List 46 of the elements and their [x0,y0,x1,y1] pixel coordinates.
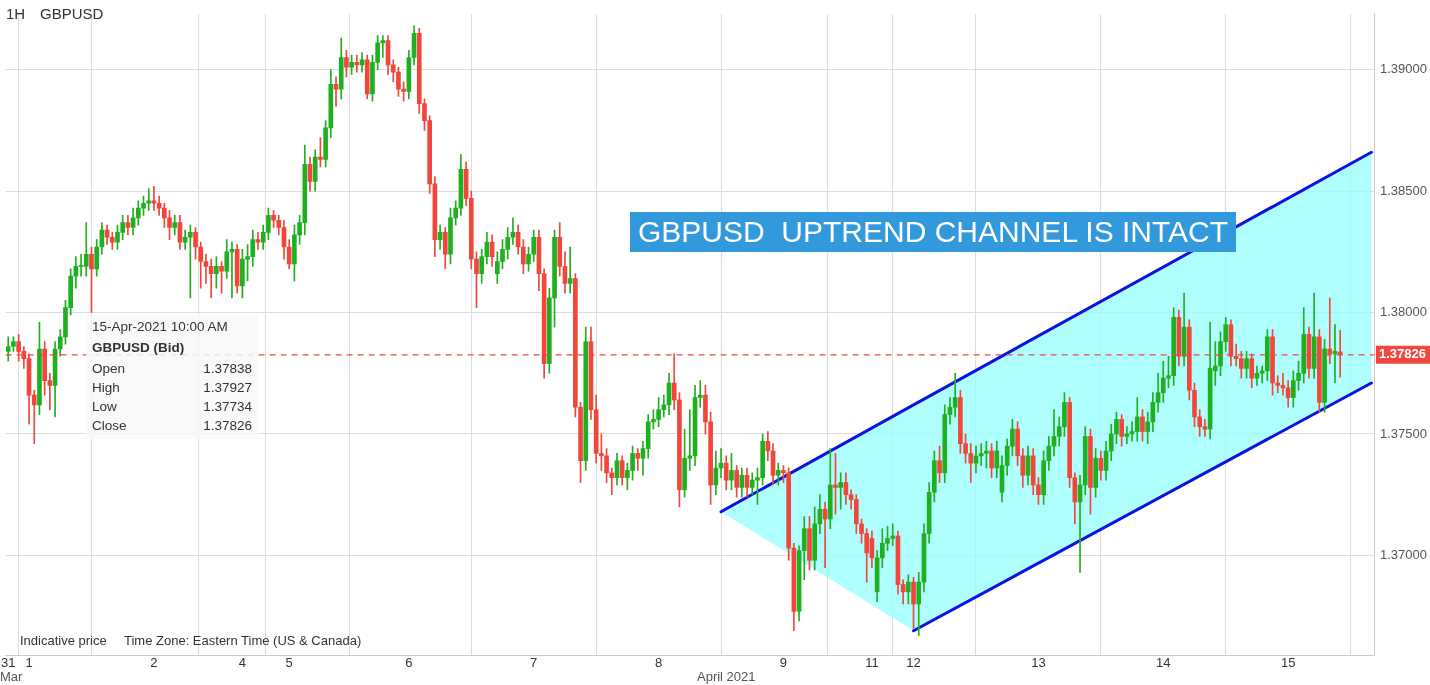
annotation: 1.37927 [203,379,252,397]
x-axis-title: April 2021 [697,669,756,684]
annotation: GBPUSD (Bid) [92,340,186,355]
text: Mar [0,669,23,684]
annotation: Open [92,360,126,378]
x-tick-label: 2 [150,655,158,671]
y-tick-label: 1.38000 [1380,304,1427,320]
y-tick-label: 1.37500 [1380,425,1427,441]
candlestick [31,389,37,445]
annotation: 1.37826 [203,417,252,435]
y-tick-label: 1.39000 [1380,61,1427,77]
x-tick-label: 5 [285,655,293,671]
annotation: 1.37734 [203,398,252,416]
annotation: Low [92,398,117,416]
annotation: 1.37838 [203,360,252,378]
annotation: 15-Apr-2021 10:00 AM [92,319,229,334]
candlestick [609,467,615,496]
x-tick-label: 31 [1,655,16,671]
x-tick-label: 9 [779,655,788,671]
x-tick-label: 13 [1031,655,1046,671]
annotation: GBPUSD UPTREND CHANNEL IS INTACT [630,212,1237,252]
x-tick-label: 12 [906,655,921,671]
y-tick-label: 1.38500 [1380,182,1427,198]
candlestick [83,222,89,277]
ref-line-label: 1.37826 [1379,346,1426,362]
annotation: Indicative price [20,633,107,648]
x-tick-label: 14 [1156,655,1171,671]
candlestick [838,472,844,510]
y-tick-label: 1.37000 [1380,547,1427,562]
annotation: Close [92,417,127,435]
x-tick-label: 4 [238,655,246,671]
candlestick [567,246,573,294]
x-tick-label: 1 [25,655,33,671]
x-tick-label: 15 [1280,655,1296,671]
x-tick-label: 11 [865,655,879,671]
x-tick-label: 7 [530,655,538,671]
chart-subtitle: GBPUSD [40,5,104,22]
x-tick-label: 8 [654,655,663,671]
x-tick-label: 6 [405,655,413,671]
annotation: High [92,379,120,397]
annotation: Time Zone: Eastern Time (US & Canada) [124,633,362,648]
candlestick [1275,375,1281,394]
candlestick [151,185,157,211]
candlestick [109,232,115,250]
chart-title: 1H [6,5,26,22]
candlestick [635,448,641,471]
